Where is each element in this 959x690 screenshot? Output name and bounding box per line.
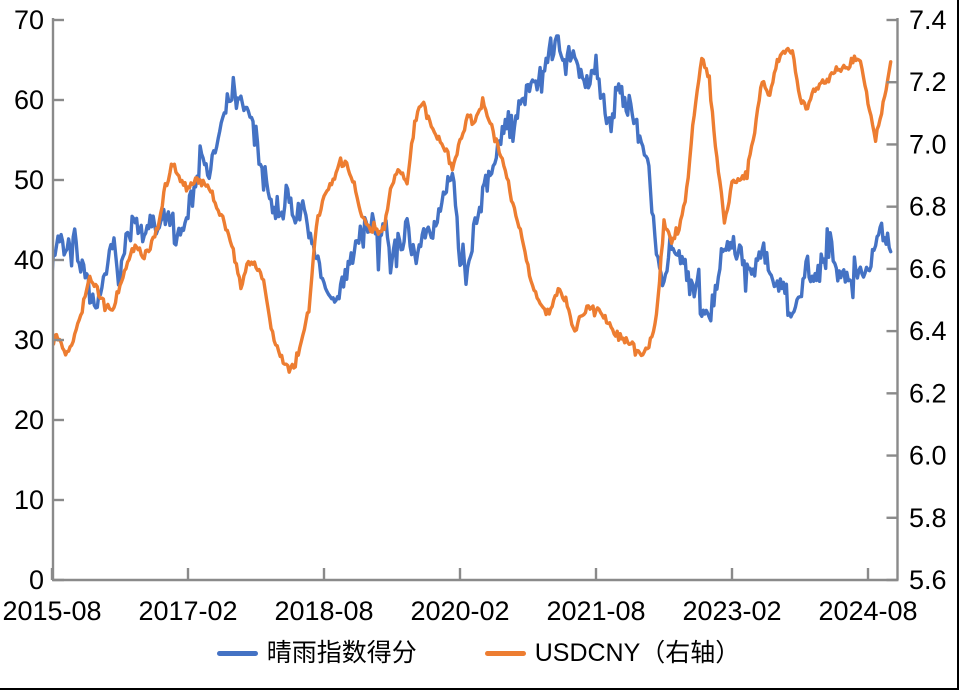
y-right-tick-label: 6.0 xyxy=(909,441,947,471)
y-left-tick-label: 70 xyxy=(14,5,44,35)
legend-label-barometer: 晴雨指数得分 xyxy=(266,639,417,667)
legend-label-usdcny: USDCNY（右轴） xyxy=(534,639,741,667)
y-left-tick-label: 0 xyxy=(29,565,44,595)
x-tick-label: 2015-08 xyxy=(2,596,101,626)
y-right-tick-label: 5.6 xyxy=(909,565,947,595)
y-right-tick-label: 6.8 xyxy=(909,192,947,222)
y-left-tick-label: 30 xyxy=(14,325,44,355)
y-left-tick-label: 40 xyxy=(14,245,44,275)
y-right-tick-label: 6.2 xyxy=(909,378,947,408)
y-right-tick-label: 7.4 xyxy=(909,5,947,35)
series-line-barometer xyxy=(52,34,893,323)
legend-swatch-orange-line xyxy=(484,651,526,656)
x-tick-label: 2023-02 xyxy=(682,596,781,626)
series-line-usdcny xyxy=(52,46,893,374)
y-right-tick-label: 6.6 xyxy=(909,254,947,284)
y-right-tick-label: 5.8 xyxy=(909,503,947,533)
x-tick-label: 2021-08 xyxy=(546,596,645,626)
y-right-tick-label: 7.2 xyxy=(909,67,947,97)
y-left-tick-label: 60 xyxy=(14,85,44,115)
chart-legend: 晴雨指数得分 USDCNY（右轴） xyxy=(0,641,957,666)
x-tick-label: 2020-02 xyxy=(410,596,509,626)
y-left-tick-label: 50 xyxy=(14,165,44,195)
x-tick-label: 2024-08 xyxy=(818,596,917,626)
x-tick-label: 2017-02 xyxy=(138,596,237,626)
y-right-tick-label: 6.4 xyxy=(909,316,947,346)
legend-item-barometer: 晴雨指数得分 xyxy=(216,639,417,667)
legend-swatch-blue-line xyxy=(216,651,258,656)
x-tick-label: 2018-08 xyxy=(274,596,373,626)
y-left-tick-label: 10 xyxy=(14,485,44,515)
y-right-tick-label: 7.0 xyxy=(909,129,947,159)
y-left-tick-label: 20 xyxy=(14,405,44,435)
legend-item-usdcny: USDCNY（右轴） xyxy=(484,639,741,667)
